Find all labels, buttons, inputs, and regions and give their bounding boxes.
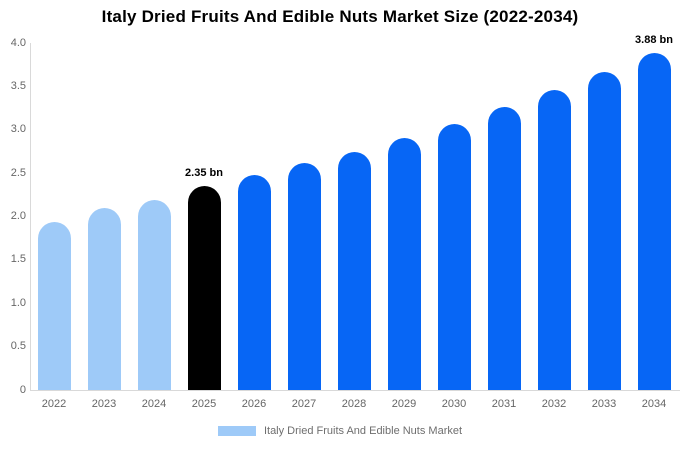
y-tick-label: 0 (19, 383, 26, 396)
y-tick-label: 3.5 (10, 79, 26, 92)
bar-2027[interactable] (287, 162, 321, 390)
bar-2026[interactable] (237, 174, 271, 390)
x-tick-label-2029: 2029 (391, 398, 417, 410)
x-tick-label-2028: 2028 (341, 398, 367, 410)
y-tick-label: 2.5 (10, 166, 26, 179)
bar-2034[interactable] (637, 53, 671, 390)
y-axis-line (30, 43, 31, 390)
x-tick-label-2022: 2022 (41, 398, 67, 410)
bar-value-label-2025: 2.35 bn (185, 167, 223, 180)
x-axis-line (30, 390, 680, 391)
bar-2022[interactable] (37, 221, 71, 390)
bar-2033[interactable] (587, 71, 621, 390)
bar-2031[interactable] (487, 107, 521, 390)
x-tick-label-2026: 2026 (241, 398, 267, 410)
x-tick-label-2023: 2023 (91, 398, 117, 410)
bar-2024[interactable] (137, 200, 171, 390)
x-tick-label-2031: 2031 (491, 398, 517, 410)
x-tick-label-2024: 2024 (141, 398, 167, 410)
x-tick-label-2027: 2027 (291, 398, 317, 410)
bar-value-label-2034: 3.88 bn (635, 34, 673, 47)
y-tick-label: 1.5 (10, 253, 26, 266)
bar-2029[interactable] (387, 138, 421, 390)
bar-2023[interactable] (87, 207, 121, 390)
x-tick-label-2032: 2032 (541, 398, 567, 410)
x-tick-label-2030: 2030 (441, 398, 467, 410)
bar-2025[interactable] (187, 186, 221, 390)
y-tick-label: 4.0 (10, 36, 26, 49)
legend[interactable]: Italy Dried Fruits And Edible Nuts Marke… (0, 425, 680, 437)
y-tick-label: 2.0 (10, 210, 26, 222)
y-tick-label: 1.0 (10, 296, 26, 309)
legend-label: Italy Dried Fruits And Edible Nuts Marke… (263, 425, 463, 437)
y-tick-label: 0.5 (10, 340, 26, 353)
x-tick-label-2034: 2034 (641, 398, 667, 410)
y-tick-label: 3.0 (10, 123, 26, 136)
bar-2028[interactable] (337, 152, 371, 390)
bar-2032[interactable] (537, 89, 571, 390)
x-tick-label-2033: 2033 (591, 398, 617, 410)
bar-2030[interactable] (437, 123, 471, 390)
x-tick-label-2025: 2025 (191, 398, 217, 410)
chart-title: Italy Dried Fruits And Edible Nuts Marke… (101, 7, 579, 26)
legend-swatch (217, 426, 256, 436)
